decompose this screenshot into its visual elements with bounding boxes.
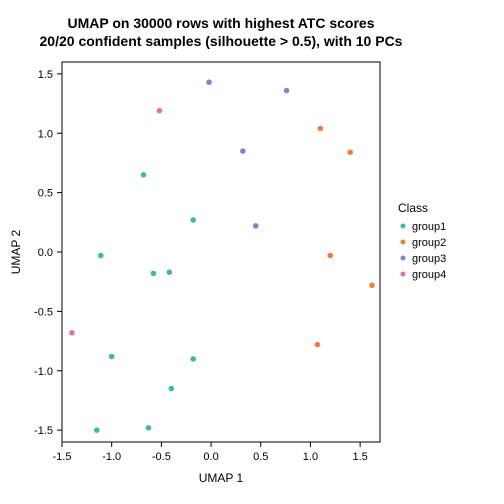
- scatter-point: [347, 149, 353, 155]
- y-tick-label: 0.5: [38, 188, 53, 200]
- scatter-point: [253, 223, 259, 229]
- scatter-point: [169, 386, 175, 392]
- chart-svg: -1.5 -1.0 -0.5 0.0 0.5 1.0 1.5 -1.5 -1.0 -0.5 0.0 0…: [0, 0, 504, 504]
- scatter-point: [206, 79, 212, 85]
- x-tick-label: 0.0: [203, 451, 218, 463]
- scatter-point: [157, 108, 163, 114]
- legend-label: group3: [412, 253, 446, 265]
- scatter-point: [369, 282, 375, 288]
- x-tick-label: 1.0: [303, 451, 318, 463]
- scatter-point: [109, 354, 115, 360]
- scatter-point: [190, 217, 196, 223]
- legend-marker: [401, 272, 406, 277]
- legend-label: group4: [412, 269, 446, 281]
- legend-label: group2: [412, 237, 446, 249]
- legend-marker: [401, 256, 406, 261]
- legend-title: Class: [398, 201, 428, 215]
- scatter-point: [94, 427, 100, 433]
- x-axis-label: UMAP 1: [199, 471, 244, 485]
- legend-marker: [401, 240, 406, 245]
- y-tick-label: 1.5: [38, 69, 53, 81]
- x-tick-label: 1.5: [352, 451, 367, 463]
- x-tick-label: -1.0: [102, 451, 121, 463]
- scatter-point: [141, 172, 147, 178]
- scatter-point: [318, 126, 324, 132]
- y-tick-label: -1.5: [34, 425, 53, 437]
- x-tick-label: 0.5: [253, 451, 268, 463]
- scatter-point: [167, 269, 173, 275]
- chart-title-line1: UMAP on 30000 rows with highest ATC scor…: [67, 15, 374, 31]
- x-tick-label: -1.5: [53, 451, 72, 463]
- scatter-point: [315, 342, 321, 348]
- y-tick-label: -1.0: [34, 366, 53, 378]
- umap-scatter-chart: -1.5 -1.0 -0.5 0.0 0.5 1.0 1.5 -1.5 -1.0 -0.5 0.0 0…: [0, 0, 504, 504]
- x-tick-label: -0.5: [152, 451, 171, 463]
- legend-marker: [401, 224, 406, 229]
- scatter-point: [190, 356, 196, 362]
- scatter-point: [240, 148, 246, 154]
- y-tick-label: 1.0: [38, 128, 53, 140]
- scatter-point: [284, 88, 290, 94]
- y-tick-label: 0.0: [38, 247, 53, 259]
- scatter-point: [69, 330, 75, 336]
- chart-title-line2: 20/20 confident samples (silhouette > 0.…: [40, 33, 403, 49]
- y-tick-label: -0.5: [34, 306, 53, 318]
- scatter-point: [98, 253, 104, 259]
- legend-label: group1: [412, 221, 446, 233]
- scatter-point: [151, 271, 157, 277]
- scatter-point: [146, 425, 152, 431]
- scatter-point: [328, 253, 334, 259]
- y-axis-label: UMAP 2: [9, 229, 23, 274]
